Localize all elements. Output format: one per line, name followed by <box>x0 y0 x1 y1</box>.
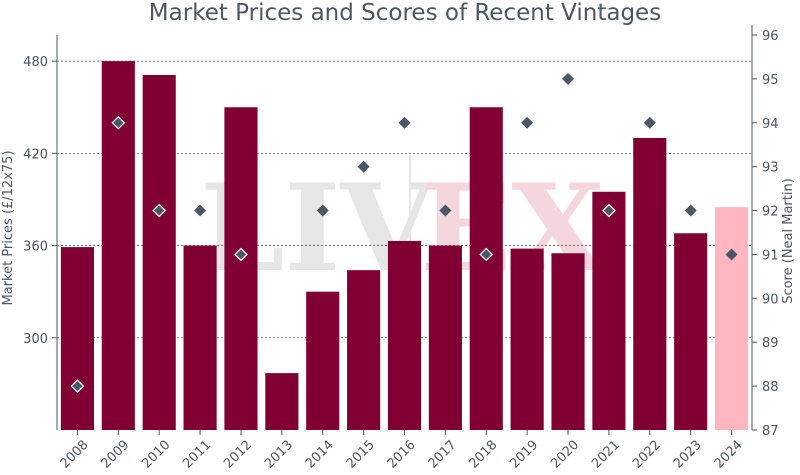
score-point-2024 <box>725 248 738 261</box>
bar-2012 <box>224 107 258 430</box>
bar-2010 <box>142 74 176 430</box>
bar-2022 <box>633 137 667 430</box>
bars <box>60 61 749 430</box>
y-right-tick-label: 96 <box>762 29 779 44</box>
x-tick-label: 2013 <box>262 438 296 472</box>
score-point-2009 <box>111 115 126 130</box>
bar-2011 <box>183 245 217 430</box>
bar-2014 <box>306 291 340 430</box>
score-point-2010 <box>152 203 167 218</box>
y-right-tick-label: 95 <box>762 73 779 88</box>
y-right-tick-label: 87 <box>762 424 779 439</box>
score-point-2011 <box>194 204 207 217</box>
bar-2020 <box>551 253 585 430</box>
score-point-2023 <box>684 204 697 217</box>
bar-2019 <box>510 248 544 430</box>
bar-2008 <box>60 247 94 430</box>
x-tick-label: 2020 <box>548 438 582 472</box>
y-right-tick-label: 89 <box>762 336 779 351</box>
x-tick-label: 2015 <box>344 438 378 472</box>
x-tick-label: 2021 <box>589 438 623 472</box>
x-tick-label: 2008 <box>58 438 92 472</box>
y-right-tick-label: 88 <box>762 380 779 395</box>
score-points <box>70 72 738 393</box>
score-point-2015 <box>357 160 370 173</box>
y-right-tick-label: 93 <box>762 161 779 176</box>
x-tick-label: 2010 <box>139 438 173 472</box>
y-right-axis-label: Score (Neal Martin) <box>781 178 796 304</box>
y-right-tick-label: 90 <box>762 292 779 307</box>
score-point-2012 <box>234 247 248 262</box>
bar-2021 <box>592 191 626 430</box>
x-tick-label: 2016 <box>385 438 419 472</box>
bar-2013 <box>265 373 299 430</box>
x-tick-label: 2024 <box>712 438 746 472</box>
y-left-tick-label: 480 <box>23 55 48 70</box>
x-tick-label: 2011 <box>180 438 214 472</box>
y-left-tick-label: 360 <box>23 240 48 255</box>
y-right-tick-label: 94 <box>762 117 779 132</box>
bar-2018 <box>469 107 503 430</box>
chart-title: Market Prices and Scores of Recent Vinta… <box>149 0 661 26</box>
x-tick-label: 2014 <box>303 438 337 472</box>
y-right-tick-label: 92 <box>762 205 779 220</box>
score-point-2008 <box>70 379 85 393</box>
y-right-tick-label: 91 <box>762 248 779 263</box>
x-tick-label: 2018 <box>466 438 500 472</box>
score-point-2014 <box>316 204 329 217</box>
score-point-2017 <box>439 204 452 217</box>
x-tick-label: 2009 <box>98 438 132 472</box>
score-point-2018 <box>479 247 494 262</box>
x-tick-label: 2022 <box>630 438 664 472</box>
bar-2023 <box>674 233 708 430</box>
y-left-tick-label: 300 <box>23 332 48 347</box>
y-left-axis-label: Market Prices (£/12x75) <box>1 150 16 305</box>
score-point-2022 <box>643 116 656 129</box>
x-tick-label: 2019 <box>507 438 541 472</box>
score-point-2021 <box>602 203 616 218</box>
bar-2024 <box>715 207 749 430</box>
score-point-2016 <box>398 116 411 129</box>
score-point-2019 <box>521 116 534 129</box>
y-left-tick-label: 420 <box>23 147 48 162</box>
x-tick-label: 2017 <box>426 438 460 472</box>
x-tick-label: 2012 <box>221 438 255 472</box>
x-tick-label: 2023 <box>671 438 705 472</box>
score-point-2020 <box>562 72 575 85</box>
bar-2015 <box>347 270 381 430</box>
bar-2017 <box>428 245 462 430</box>
bar-2016 <box>387 240 422 430</box>
